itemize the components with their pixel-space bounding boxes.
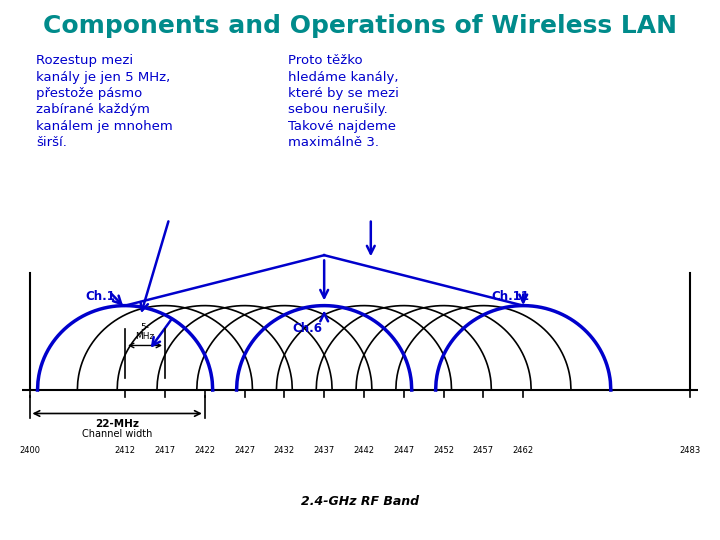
Text: Ch.11: Ch.11 [491,291,529,303]
Text: Components and Operations of Wireless LAN: Components and Operations of Wireless LA… [43,14,677,37]
Text: 22-MHz: 22-MHz [95,420,139,429]
Text: Ch.1: Ch.1 [85,291,115,303]
Text: Proto těžko
hledáme kanály,
které by se mezi
sebou nerušily.
Takové najdeme
maxi: Proto těžko hledáme kanály, které by se … [288,54,399,150]
Text: 5-
MHz: 5- MHz [135,323,155,341]
Text: Rozestup mezi
kanály je jen 5 MHz,
přestože pásmo
zabírané každým
kanálem je mno: Rozestup mezi kanály je jen 5 MHz, přest… [36,54,173,150]
Text: Ch.6: Ch.6 [292,322,323,335]
Text: 2.4-GHz RF Band: 2.4-GHz RF Band [301,495,419,508]
Text: Channel width: Channel width [82,429,153,438]
